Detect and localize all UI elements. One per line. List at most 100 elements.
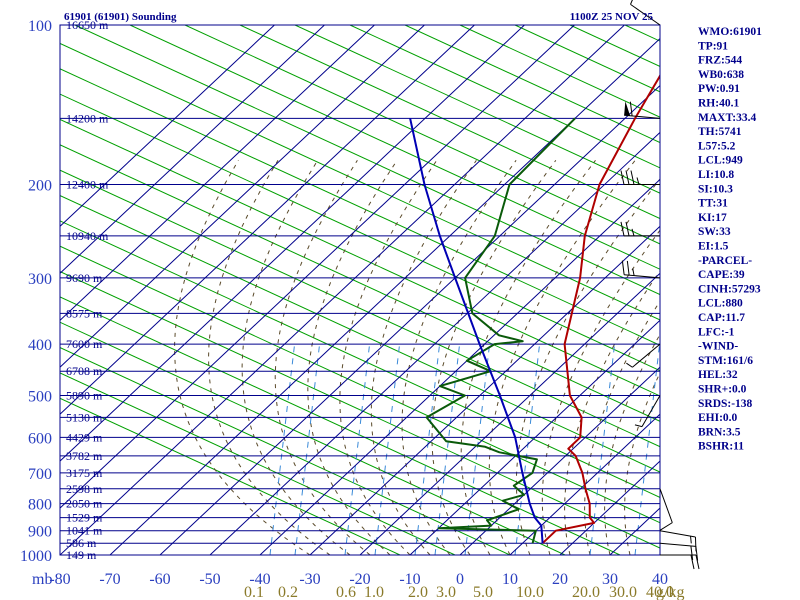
dry-adiabat (60, 271, 660, 549)
moist-adiabat (208, 160, 331, 555)
pressure-tick-label: 300 (28, 271, 52, 288)
isotherm (109, 37, 660, 555)
mixing-ratio-label: 40.0 (646, 584, 674, 600)
wind-barb-halfflag (631, 228, 635, 237)
parcel-line (409, 118, 544, 544)
index-value: WB0:638 (698, 69, 744, 81)
moist-adiabat (541, 229, 660, 555)
index-value: EHI:0.0 (698, 412, 738, 424)
dry-adiabat (60, 169, 660, 448)
mixing-ratio-label: 20.0 (572, 584, 600, 600)
pressure-tick-label: 200 (28, 178, 52, 195)
x-unit-label: g/kg (656, 584, 684, 600)
isotherm (60, 25, 475, 415)
index-value: L57:5.2 (698, 140, 736, 152)
wind-barbs (620, 0, 700, 570)
dry-adiabat (60, 68, 660, 346)
pressure-tick-label: 700 (28, 466, 52, 483)
wind-barb-halfflag (690, 536, 692, 544)
index-value: TT:31 (698, 198, 728, 210)
dry-adiabat (349, 25, 660, 169)
index-value: LCL:880 (698, 298, 743, 310)
wind-barb-halfflag (626, 362, 633, 368)
wind-barb-flag (659, 522, 673, 531)
dry-adiabat (60, 347, 511, 555)
wind-barb (620, 221, 660, 237)
station-title: 61901 (61901) Sounding (64, 11, 177, 23)
height-label: 12400 m (66, 178, 109, 192)
index-value: FRZ:544 (698, 55, 742, 67)
wind-barb-flag (620, 170, 625, 185)
index-value: SRDS:-138 (698, 398, 753, 410)
temperature-tick-label: 20 (552, 571, 568, 588)
wind-barb-staff (632, 343, 661, 368)
dry-adiabat (129, 25, 660, 270)
isotherm (359, 272, 660, 555)
dry-adiabat (60, 93, 660, 372)
height-label: 2598 m (66, 482, 103, 496)
indices-panel: WMO:61901 TP:91 FRZ:544 WB0:638 PW:0.91 RH:40… (698, 26, 762, 453)
moist-adiabat (370, 160, 477, 555)
wind-barb (621, 260, 661, 279)
temperature-tick-label: -10 (399, 571, 420, 588)
mixing-ratio-label: 5.0 (473, 584, 493, 600)
index-value: CAPE:39 (698, 269, 745, 281)
isotherm (159, 84, 660, 555)
wind-barb-pennant (624, 101, 631, 116)
sounding-time: 1100Z 25 NOV 25 (570, 11, 654, 23)
height-label: 5130 m (66, 410, 103, 424)
temperature-tick-label: -40 (249, 571, 270, 588)
pressure-tick-label: 100 (28, 18, 52, 35)
moist-adiabat (515, 178, 660, 555)
dry-adiabat (60, 220, 660, 498)
temperature-tick-label: 40 (652, 571, 668, 588)
dry-adiabat (74, 25, 660, 296)
index-value: EI:1.5 (698, 241, 729, 253)
temperature-tick-label: 0 (456, 571, 464, 588)
isotherm (409, 319, 660, 555)
height-label: 16650 m (66, 18, 109, 32)
isotherm (60, 25, 275, 228)
isotherm (60, 25, 525, 462)
height-label: 10940 m (66, 229, 109, 243)
temperature-line (541, 73, 660, 544)
mixing-ratio-label: 3.0 (436, 584, 456, 600)
temperature-tick-label: 30 (602, 571, 618, 588)
wind-barb-staff (641, 395, 661, 427)
height-label: 6708 m (66, 364, 103, 378)
temperature-tick-label: 10 (502, 571, 518, 588)
dry-adiabat (60, 296, 621, 555)
index-value: RH:40.1 (698, 98, 739, 110)
mixing-ratio-label: 2.0 (408, 584, 428, 600)
isotherm (60, 25, 425, 368)
pressure-tick-label: 800 (28, 497, 52, 514)
dry-adiabat (60, 245, 660, 524)
wind-barb-flag (621, 260, 625, 275)
temperature-tick-label: -30 (299, 571, 320, 588)
isotherm (309, 225, 660, 555)
dry-adiabat (60, 194, 660, 473)
dry-adiabat (239, 25, 660, 220)
index-value: WMO:61901 (698, 26, 762, 38)
index-value: -WIND- (698, 341, 738, 353)
height-label: 8575 m (66, 306, 103, 320)
height-label: 9690 m (66, 271, 103, 285)
wind-barb-flag (690, 545, 694, 561)
wind-barb-flag (625, 170, 630, 185)
wind-barb-flag (626, 260, 630, 276)
wind-barb-flag (630, 170, 635, 185)
isotherm (60, 25, 575, 509)
index-value: BSHR:11 (698, 441, 744, 453)
index-value: CINH:57293 (698, 283, 761, 295)
index-value: TP:91 (698, 40, 728, 52)
y-axis-title: mb (32, 571, 52, 588)
wind-barb-staff (659, 488, 673, 523)
wind-barb-flag (695, 546, 699, 561)
isotherm (509, 413, 660, 555)
index-value: TH:5741 (698, 126, 742, 138)
isotherm (60, 25, 625, 555)
isotherm (459, 366, 660, 555)
moist-adiabat (307, 160, 398, 555)
